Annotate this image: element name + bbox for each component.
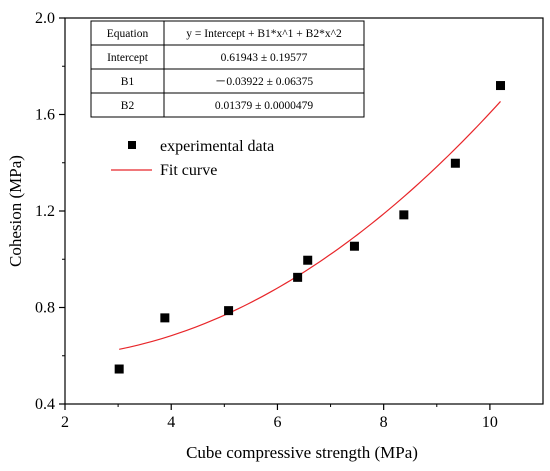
y-tick-label: 0.8 [35,300,55,317]
data-point [303,255,313,265]
x-tick-label: 2 [61,414,69,431]
x-tick-label: 10 [482,414,498,431]
data-point [224,306,234,316]
fit-table-value: 0.61943 ± 0.19577 [221,52,308,64]
x-tick-label: 8 [380,414,388,431]
x-tick-label: 4 [167,414,175,431]
fit-table-label: Intercept [107,52,149,64]
fit-table-label: Equation [107,28,149,40]
y-axis-title: Cohesion (MPa) [6,155,25,267]
y-axis: 0.4 0.8 1.2 1.6 2.0 [35,10,65,413]
data-points-layer [114,81,506,374]
data-point [399,210,409,220]
data-point [160,313,170,323]
legend-label-fit: Fit curve [160,162,217,179]
fit-curve-layer [119,101,501,350]
fit-curve-line [119,101,501,350]
fit-table-value: 0.01379 ± 0.0000479 [215,100,314,112]
data-point [349,241,359,251]
fit-table-value: y = Intercept + B1*x^1 + B2*x^2 [186,28,342,40]
legend: experimental data Fit curve [111,138,274,179]
legend-marker-experimental [128,141,136,149]
y-tick-label: 1.2 [35,203,55,220]
legend-label-experimental: experimental data [160,138,274,155]
data-point [496,81,506,91]
y-tick-label: 1.6 [35,107,55,124]
fit-parameter-table: Equation y = Intercept + B1*x^1 + B2*x^2 I… [90,20,365,118]
fit-table-label: B2 [121,100,135,112]
fit-table-label: B1 [121,76,135,88]
y-tick-label: 0.4 [35,396,55,413]
data-point [450,158,460,168]
x-axis-title: Cube compressive strength (MPa) [186,443,418,462]
y-tick-label: 2.0 [35,10,55,27]
data-point [293,272,303,282]
data-point [114,364,124,374]
fit-table-value: －0.03922 ± 0.06375 [215,76,314,88]
x-axis: 2 4 6 8 10 [61,404,498,431]
x-tick-label: 6 [273,414,281,431]
